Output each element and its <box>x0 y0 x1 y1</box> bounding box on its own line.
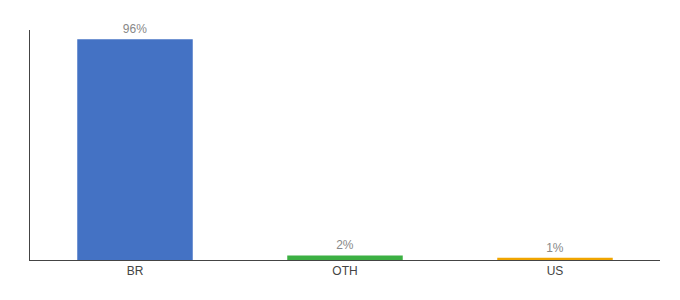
svg-text:US: US <box>547 264 564 278</box>
svg-text:96%: 96% <box>123 22 147 36</box>
svg-text:1%: 1% <box>546 241 564 255</box>
svg-text:2%: 2% <box>336 238 354 252</box>
svg-text:OTH: OTH <box>332 264 357 278</box>
svg-text:BR: BR <box>127 264 144 278</box>
